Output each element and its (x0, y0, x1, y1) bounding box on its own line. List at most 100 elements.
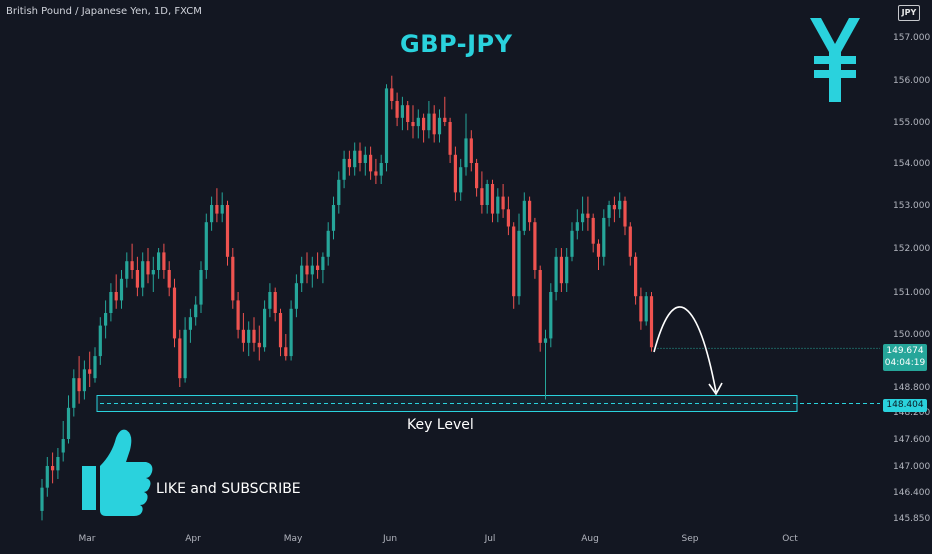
candle-body (453, 154, 457, 193)
projection-arrow (653, 306, 717, 393)
countdown-timer: 04:04:19 (884, 358, 926, 368)
candle-body (496, 196, 500, 214)
candle-body (464, 138, 468, 168)
candle-body (485, 184, 489, 205)
candle-body (538, 270, 542, 343)
candle-body (300, 265, 304, 284)
x-tick-label: Jul (484, 534, 496, 544)
candle-body (427, 113, 431, 131)
candle-body (204, 222, 208, 270)
candle-body (215, 205, 219, 214)
candle-body (114, 292, 118, 301)
candle-body (570, 230, 574, 257)
candle-body (506, 209, 510, 227)
cta-text: LIKE and SUBSCRIBE (156, 481, 301, 497)
candle-body (623, 200, 627, 227)
candle-body (194, 304, 198, 318)
y-tick-label: 147.000 (893, 462, 930, 472)
candle-body (469, 138, 473, 163)
candle-body (395, 101, 399, 118)
candle-body (612, 205, 616, 210)
candle-body (157, 252, 161, 270)
candle-body (374, 171, 378, 176)
candle-body (400, 105, 404, 118)
arrow-head (708, 382, 723, 396)
candle-body (512, 226, 516, 297)
candle-body (639, 296, 643, 322)
candle-body (257, 342, 261, 348)
candle-body (331, 205, 336, 231)
candle-body (342, 158, 346, 180)
candle-body (501, 196, 505, 210)
candle-body (443, 117, 447, 122)
key-level-label: Key Level (407, 417, 474, 433)
candle-body (72, 378, 76, 408)
candle-body (93, 356, 97, 379)
y-tick-label: 148.200 (893, 408, 930, 418)
currency-badge[interactable]: JPY (898, 5, 920, 21)
thumbs-up-icon (82, 429, 153, 516)
y-tick-label: 152.000 (893, 244, 930, 254)
candle-body (40, 487, 44, 511)
candle-body (432, 113, 436, 135)
y-tick-label: 155.000 (893, 118, 930, 128)
candle-body (119, 278, 124, 301)
candle-body (379, 163, 383, 176)
candle-body (549, 292, 553, 339)
candle-body (178, 338, 182, 379)
candle-body (390, 88, 394, 101)
candle-body (369, 154, 373, 172)
candle-body (480, 188, 484, 205)
candle-body (316, 265, 320, 270)
y-tick-label: 156.000 (893, 76, 930, 86)
candle-body (278, 313, 283, 348)
candle-body (273, 292, 277, 313)
candle-body (199, 270, 203, 305)
candle-body (490, 184, 495, 214)
candle-body (310, 265, 314, 275)
candle-body (559, 256, 563, 284)
y-tick-label: 153.000 (893, 201, 930, 211)
key-level-price-tag: 148.404 (883, 399, 927, 412)
candle-body (347, 158, 351, 168)
candle-body (602, 217, 606, 257)
candle-body (543, 338, 548, 343)
candle-body (596, 243, 601, 257)
y-tick-label: 157.000 (893, 33, 930, 43)
candle-body (321, 256, 325, 270)
candle-body (575, 222, 579, 231)
candle-body (151, 270, 155, 275)
candle-body (125, 261, 129, 279)
candle-body (98, 325, 102, 357)
candle-body (448, 122, 452, 155)
candle-body (353, 150, 357, 168)
candle-body (337, 179, 341, 205)
candle-body (263, 308, 267, 348)
candle-body (210, 205, 214, 223)
candle-body (459, 167, 463, 193)
candle-body (358, 150, 362, 163)
candle-body (533, 222, 537, 270)
y-tick-label: 151.000 (893, 288, 930, 298)
candle-body (634, 256, 638, 297)
candle-body (289, 308, 293, 357)
candle-body (236, 300, 240, 330)
x-tick-label: Apr (185, 534, 201, 544)
candle-body (247, 329, 251, 343)
candle-body (591, 217, 595, 244)
candle-body (363, 154, 367, 163)
candle-body (517, 230, 521, 297)
candle-body (581, 213, 585, 223)
candle-body (628, 226, 632, 257)
x-tick-label: Oct (782, 534, 798, 544)
candle-body (77, 378, 81, 392)
candle-body (56, 457, 60, 471)
candle-body (416, 117, 420, 127)
candle-body (528, 200, 532, 223)
candle-body (326, 230, 330, 257)
candle-body (268, 292, 272, 309)
candle-body (284, 347, 288, 357)
x-tick-label: Sep (682, 534, 699, 544)
